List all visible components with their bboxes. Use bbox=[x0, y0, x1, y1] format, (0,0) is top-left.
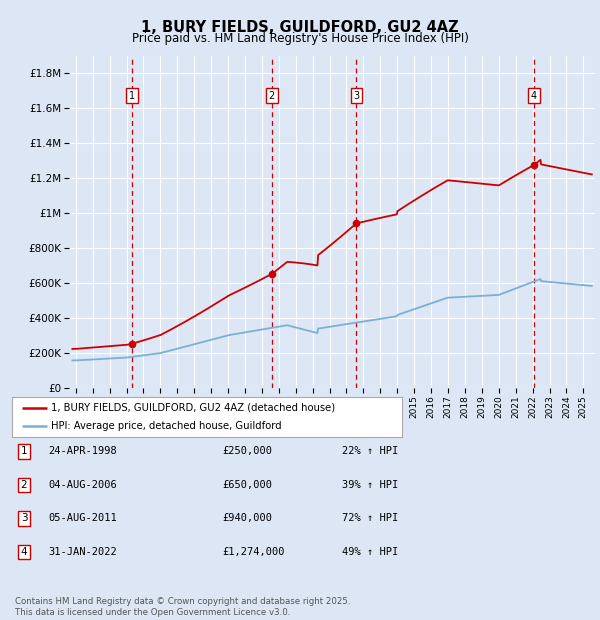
Text: 2: 2 bbox=[269, 91, 275, 100]
Text: 31-JAN-2022: 31-JAN-2022 bbox=[48, 547, 117, 557]
Text: 72% ↑ HPI: 72% ↑ HPI bbox=[342, 513, 398, 523]
Text: £940,000: £940,000 bbox=[222, 513, 272, 523]
Text: 1: 1 bbox=[20, 446, 28, 456]
Text: 3: 3 bbox=[20, 513, 28, 523]
Text: 05-AUG-2011: 05-AUG-2011 bbox=[48, 513, 117, 523]
Text: 2: 2 bbox=[20, 480, 28, 490]
Text: 1, BURY FIELDS, GUILDFORD, GU2 4AZ (detached house): 1, BURY FIELDS, GUILDFORD, GU2 4AZ (deta… bbox=[51, 402, 335, 413]
Text: 22% ↑ HPI: 22% ↑ HPI bbox=[342, 446, 398, 456]
Text: 1: 1 bbox=[129, 91, 135, 100]
Text: 1, BURY FIELDS, GUILDFORD, GU2 4AZ: 1, BURY FIELDS, GUILDFORD, GU2 4AZ bbox=[141, 20, 459, 35]
Text: 4: 4 bbox=[531, 91, 537, 100]
Text: Contains HM Land Registry data © Crown copyright and database right 2025.
This d: Contains HM Land Registry data © Crown c… bbox=[15, 598, 350, 617]
Text: 24-APR-1998: 24-APR-1998 bbox=[48, 446, 117, 456]
Text: 39% ↑ HPI: 39% ↑ HPI bbox=[342, 480, 398, 490]
Text: 04-AUG-2006: 04-AUG-2006 bbox=[48, 480, 117, 490]
Text: £250,000: £250,000 bbox=[222, 446, 272, 456]
Text: £1,274,000: £1,274,000 bbox=[222, 547, 284, 557]
Text: 3: 3 bbox=[353, 91, 359, 100]
Text: 4: 4 bbox=[20, 547, 28, 557]
Text: £650,000: £650,000 bbox=[222, 480, 272, 490]
Text: 49% ↑ HPI: 49% ↑ HPI bbox=[342, 547, 398, 557]
Text: HPI: Average price, detached house, Guildford: HPI: Average price, detached house, Guil… bbox=[51, 421, 281, 432]
Text: Price paid vs. HM Land Registry's House Price Index (HPI): Price paid vs. HM Land Registry's House … bbox=[131, 32, 469, 45]
